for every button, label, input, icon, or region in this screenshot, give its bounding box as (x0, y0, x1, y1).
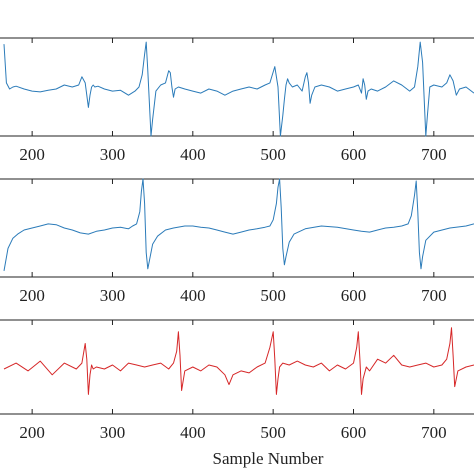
x-tick-label: 300 (100, 423, 126, 442)
x-tick-label: 600 (341, 423, 367, 442)
panel-middle: 200 300 400 500 600 700 (0, 178, 474, 305)
x-tick-label: 200 (19, 145, 45, 164)
x-tick-label: 500 (260, 286, 286, 305)
x-axis-title: Sample Number (213, 449, 324, 468)
x-tick-label: 300 (100, 145, 126, 164)
x-tick-label: 300 (100, 286, 126, 305)
x-tick-label: 600 (341, 145, 367, 164)
x-tick-label: 700 (421, 286, 447, 305)
x-tick-label: 400 (180, 286, 206, 305)
signal-line (3, 178, 474, 271)
panel-top: 200 300 400 500 600 700 (0, 37, 474, 164)
signal-line (3, 327, 474, 395)
x-tick-label: 600 (341, 286, 367, 305)
x-tick-label: 200 (19, 286, 45, 305)
x-tick-label: 200 (19, 423, 45, 442)
signal-line (3, 41, 474, 137)
panel-bottom: 200 300 400 500 600 700 (0, 319, 474, 442)
x-tick-label: 500 (260, 145, 286, 164)
x-tick-label: 400 (180, 145, 206, 164)
x-tick-label: 700 (421, 145, 447, 164)
x-tick-label: 500 (260, 423, 286, 442)
x-tick-label: 700 (421, 423, 447, 442)
x-tick-label: 400 (180, 423, 206, 442)
